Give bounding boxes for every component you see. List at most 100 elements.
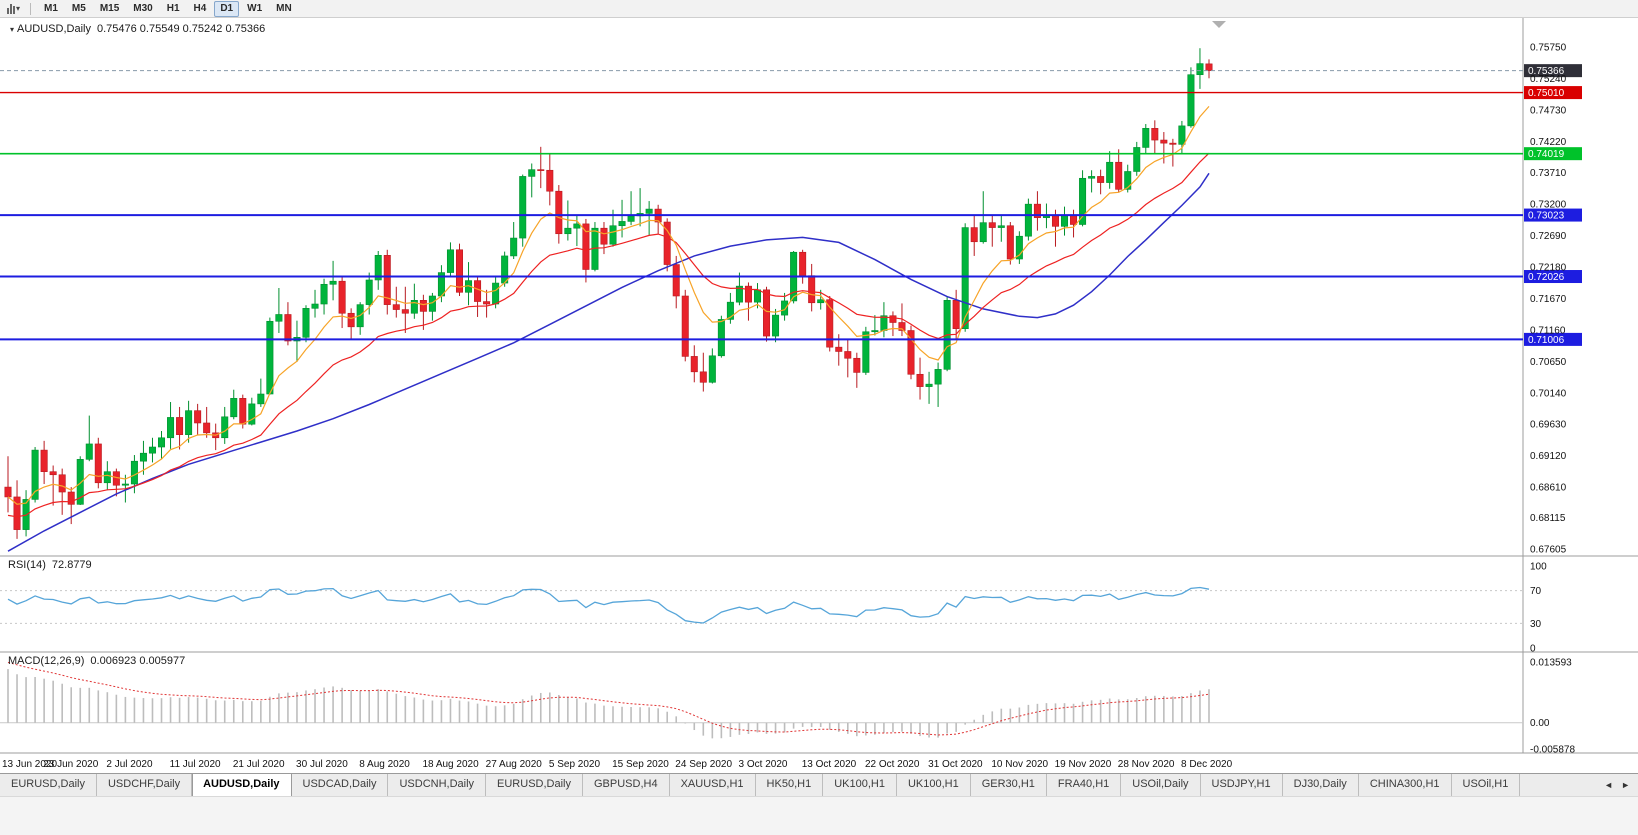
rsi-pane: 100 70 30 0	[0, 562, 1547, 655]
chart-canvas[interactable]: 0.75010 0.74019 0.73023 0.72026 0.71006 0.753…	[0, 18, 1638, 773]
price-axis-label: 0.69630	[1530, 420, 1567, 431]
ohlc-values: 0.75476 0.75549 0.75242 0.75366	[96, 23, 266, 35]
chart-tab-china300-h1[interactable]: CHINA300,H1	[1358, 774, 1452, 796]
chart-tab-hk50-h1[interactable]: HK50,H1	[755, 774, 824, 796]
status-strip	[0, 796, 1638, 835]
chart-tab-xauusd-h1[interactable]: XAUUSD,H1	[669, 774, 756, 796]
pane-frame	[0, 18, 1638, 754]
price-badge	[1524, 86, 1582, 100]
date-axis-label: 15 Sep 2020	[612, 759, 669, 770]
toolbar-separator	[30, 2, 32, 15]
rsi-axis-label: 0	[1530, 644, 1536, 655]
timeframe-button-w1[interactable]: W1	[247, 2, 263, 14]
price-axis-label: 0.74220	[1530, 137, 1567, 148]
date-axis-label: 5 Sep 2020	[549, 759, 601, 770]
rsi-axis-label: 30	[1530, 619, 1542, 630]
chart-tabs-bar: EURUSD,Daily USDCHF,Daily AUDUSD,Daily USDC…	[0, 773, 1638, 796]
price-badge	[1524, 270, 1582, 284]
price-axis-label: 0.71160	[1530, 325, 1566, 336]
svg-text:0.72026: 0.72026	[1528, 272, 1565, 283]
chart-tab-ger30-h1[interactable]: GER30,H1	[970, 774, 1047, 796]
chart-marker-icon: ▾	[10, 25, 15, 34]
date-axis-label: 28 Nov 2020	[1118, 759, 1175, 770]
bar-chart-icon	[7, 3, 15, 14]
macd-name: MACD(12,26,9)	[8, 655, 85, 667]
svg-text:0.75366: 0.75366	[1528, 66, 1565, 77]
date-axis-label: 8 Dec 2020	[1181, 759, 1233, 770]
svg-text:0.73023: 0.73023	[1528, 211, 1565, 222]
timeframe-button-h4[interactable]: H4	[193, 2, 207, 14]
horizontal-level-lines[interactable]	[0, 70, 1523, 341]
chart-area[interactable]: 0.75010 0.74019 0.73023 0.72026 0.71006 0.753…	[0, 18, 1638, 773]
chart-tab-fra40-h1[interactable]: FRA40,H1	[1046, 774, 1122, 796]
price-axis-label: 0.73710	[1530, 168, 1567, 179]
date-axis-label: 13 Oct 2020	[802, 759, 857, 770]
macd-axis-label: 0.00	[1530, 718, 1550, 729]
date-axis-label: 27 Aug 2020	[486, 759, 543, 770]
chevron-down-icon: ▾	[16, 3, 21, 13]
chart-tab-audusd-daily[interactable]: AUDUSD,Daily	[192, 774, 292, 796]
chart-tab-eurusd-daily[interactable]: EURUSD,Daily	[0, 774, 97, 796]
chart-title: ▾ AUDUSD,Daily 0.75476 0.75549 0.75242 0.7…	[10, 23, 265, 35]
price-axis-label: 0.70650	[1530, 357, 1567, 368]
date-axis-label: 3 Oct 2020	[739, 759, 788, 770]
date-axis-label: 18 Aug 2020	[422, 759, 479, 770]
chart-tab-usdjpy-h1[interactable]: USDJPY,H1	[1200, 774, 1283, 796]
timeframe-button-mn[interactable]: MN	[276, 2, 292, 14]
date-axis-label: 13 Jun 2020	[2, 759, 57, 770]
chart-tab-gbpusd-h4[interactable]: GBPUSD,H4	[583, 774, 670, 796]
date-axis-label: 10 Nov 2020	[991, 759, 1048, 770]
timeframe-button-group: M1 M5 M15 M30 H1 H4 D1 W1 MN	[38, 0, 298, 17]
chart-tab-usdcnh-daily[interactable]: USDCNH,Daily	[388, 774, 487, 796]
price-axis-label: 0.72690	[1530, 231, 1567, 242]
timeframe-button-m1[interactable]: M1	[44, 2, 58, 14]
chart-tab-usoil-h1[interactable]: USOil,H1	[1451, 774, 1521, 796]
price-axis-label: 0.70140	[1530, 388, 1567, 399]
price-axis-label: 0.67605	[1530, 545, 1567, 556]
timeframe-button-h1[interactable]: H1	[166, 2, 180, 14]
chart-tab-usdcad-daily[interactable]: USDCAD,Daily	[291, 774, 389, 796]
macd-axis-label: 0.013593	[1530, 658, 1572, 669]
tab-scroll-arrows: ◄ ►	[1596, 774, 1638, 796]
moving-averages	[7, 106, 1210, 552]
tab-scroll-right-icon[interactable]: ►	[1621, 780, 1630, 790]
date-axis-label: 31 Oct 2020	[928, 759, 983, 770]
chart-shift-marker[interactable]	[1212, 21, 1226, 28]
chart-tab-eurusd-daily[interactable]: EURUSD,Daily	[486, 774, 583, 796]
macd-indicator-label: MACD(12,26,9) 0.006923 0.005977	[8, 655, 185, 667]
date-axis-label: 30 Jul 2020	[296, 759, 348, 770]
price-badge	[1524, 332, 1582, 346]
date-axis-label: 8 Aug 2020	[359, 759, 410, 770]
chart-tab-usdchf-daily[interactable]: USDCHF,Daily	[96, 774, 193, 796]
price-axis-label: 0.74730	[1530, 105, 1567, 116]
macd-pane: 0.013593 0.00 -0.005878	[0, 658, 1575, 756]
price-badge	[1524, 64, 1582, 78]
price-axis: 0.75010 0.74019 0.73023 0.72026 0.71006 0.753…	[1524, 42, 1582, 556]
chart-tab-uk100-h1[interactable]: UK100,H1	[896, 774, 971, 796]
timeframe-button-m15[interactable]: M15	[99, 2, 120, 14]
price-axis-label: 0.75240	[1530, 74, 1567, 85]
macd-axis-label: -0.005878	[1530, 745, 1575, 756]
price-axis-label: 0.69120	[1530, 451, 1567, 462]
macd-values: 0.006923 0.005977	[90, 655, 186, 667]
rsi-axis-label: 100	[1530, 562, 1547, 573]
svg-text:0.75010: 0.75010	[1528, 88, 1565, 99]
price-badge	[1524, 208, 1582, 222]
chart-tab-dj30-daily[interactable]: DJ30,Daily	[1282, 774, 1359, 796]
price-axis-label: 0.68610	[1530, 483, 1567, 494]
rsi-value: 72.8779	[51, 559, 92, 571]
timeframe-button-m30[interactable]: M30	[133, 2, 153, 14]
timeframe-button-d1[interactable]: D1	[214, 0, 240, 17]
chart-tab-uk100-h1[interactable]: UK100,H1	[823, 774, 897, 796]
timeframe-button-m5[interactable]: M5	[71, 2, 86, 14]
rsi-indicator-label: RSI(14) 72.8779	[8, 559, 92, 571]
chart-type-button[interactable]: ▾	[4, 3, 23, 15]
price-axis-label: 0.71670	[1530, 294, 1567, 305]
price-axis-label: 0.68115	[1530, 513, 1566, 524]
tab-scroll-left-icon[interactable]: ◄	[1604, 780, 1614, 790]
date-axis-label: 19 Nov 2020	[1055, 759, 1112, 770]
chart-tab-usoil-daily[interactable]: USOil,Daily	[1121, 774, 1201, 796]
price-axis-label: 0.75750	[1530, 42, 1567, 53]
candlestick-series	[4, 48, 1213, 539]
